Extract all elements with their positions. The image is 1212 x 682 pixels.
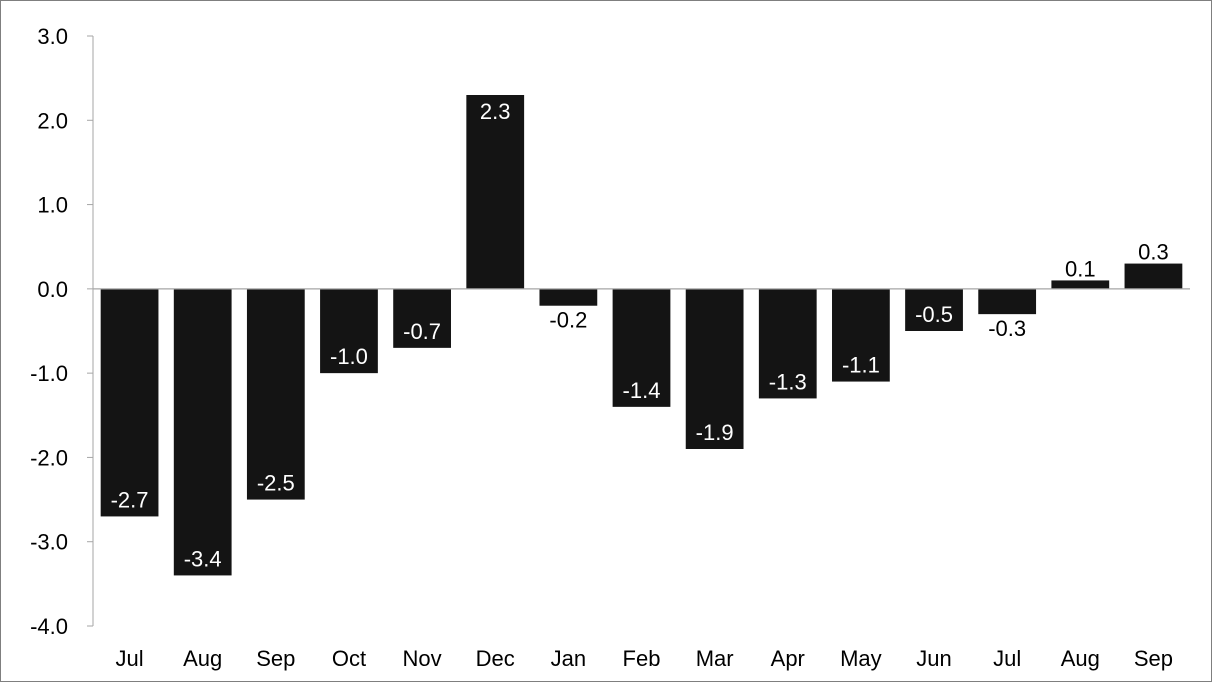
y-tick-label: -2.0	[30, 445, 68, 470]
data-labels: -2.7 -3.4 -2.5 -1.0 -0.7 2.3 -0.2 -1.4 -1.9 -1.3 -…	[111, 99, 1169, 571]
data-label: -0.7	[403, 319, 441, 344]
bar-aug-13	[1051, 280, 1110, 289]
bar-nov-4	[393, 288, 451, 348]
x-tick-label: Jan	[551, 646, 586, 671]
bar-apr-9	[758, 288, 817, 399]
data-label: 2.3	[480, 99, 511, 124]
bar-may-10	[832, 288, 890, 382]
x-tick-label: Nov	[403, 646, 442, 671]
x-tick-label: Aug	[1061, 646, 1100, 671]
y-tick-label: 0.0	[37, 277, 68, 302]
x-tick-label: May	[840, 646, 882, 671]
y-tick-label: -3.0	[30, 530, 68, 555]
x-tick-label: Aug	[183, 646, 222, 671]
bar-feb-7	[612, 288, 671, 407]
data-label: -2.7	[111, 487, 149, 512]
y-tick-label: 2.0	[37, 108, 68, 133]
y-tick-label: -4.0	[30, 614, 68, 639]
data-label: -0.3	[988, 316, 1026, 341]
data-label: -1.3	[769, 369, 807, 394]
data-label: -1.0	[330, 344, 368, 369]
data-label: 0.3	[1138, 240, 1169, 265]
data-label: -1.1	[842, 353, 880, 378]
x-tick-label: Jun	[916, 646, 951, 671]
x-tick-label: Feb	[623, 646, 661, 671]
x-tick-label: Dec	[476, 646, 515, 671]
data-label: -3.4	[184, 546, 222, 571]
x-tick-label: Mar	[696, 646, 734, 671]
bar-oct-3	[320, 288, 378, 374]
y-axis: 3.0 2.0 1.0 0.0 -1.0 -2.0 -3.0 -4.0	[30, 24, 94, 639]
data-label: -0.2	[549, 308, 587, 333]
x-tick-label: Apr	[771, 646, 805, 671]
data-label: -0.5	[915, 302, 953, 327]
data-label: -2.5	[257, 471, 295, 496]
data-label: -1.9	[696, 420, 734, 445]
bar-jul-0	[100, 288, 159, 517]
data-label: -1.4	[623, 378, 661, 403]
x-tick-label: Oct	[332, 646, 366, 671]
x-tick-label: Jul	[993, 646, 1021, 671]
bars	[100, 95, 1183, 576]
bar-sep-14	[1124, 263, 1183, 289]
bar-dec-5	[466, 95, 525, 289]
bar-mar-8	[685, 288, 744, 449]
x-tick-label: Sep	[1134, 646, 1173, 671]
x-tick-label: Jul	[116, 646, 144, 671]
x-tick-label: Sep	[256, 646, 295, 671]
bar-jan-6	[539, 288, 598, 306]
y-tick-label: 3.0	[37, 24, 68, 49]
bar-sep-2	[246, 288, 305, 500]
y-tick-label: 1.0	[37, 193, 68, 218]
bar-jun-11	[905, 288, 963, 331]
bar-aug-1	[173, 288, 232, 576]
x-axis-labels: Jul Aug Sep Oct Nov Dec Jan Feb Mar Apr May Jun Jul A…	[116, 646, 1174, 671]
y-tick-label: -1.0	[30, 361, 68, 386]
bar-jul-12	[978, 288, 1037, 315]
data-label: 0.1	[1065, 256, 1096, 281]
